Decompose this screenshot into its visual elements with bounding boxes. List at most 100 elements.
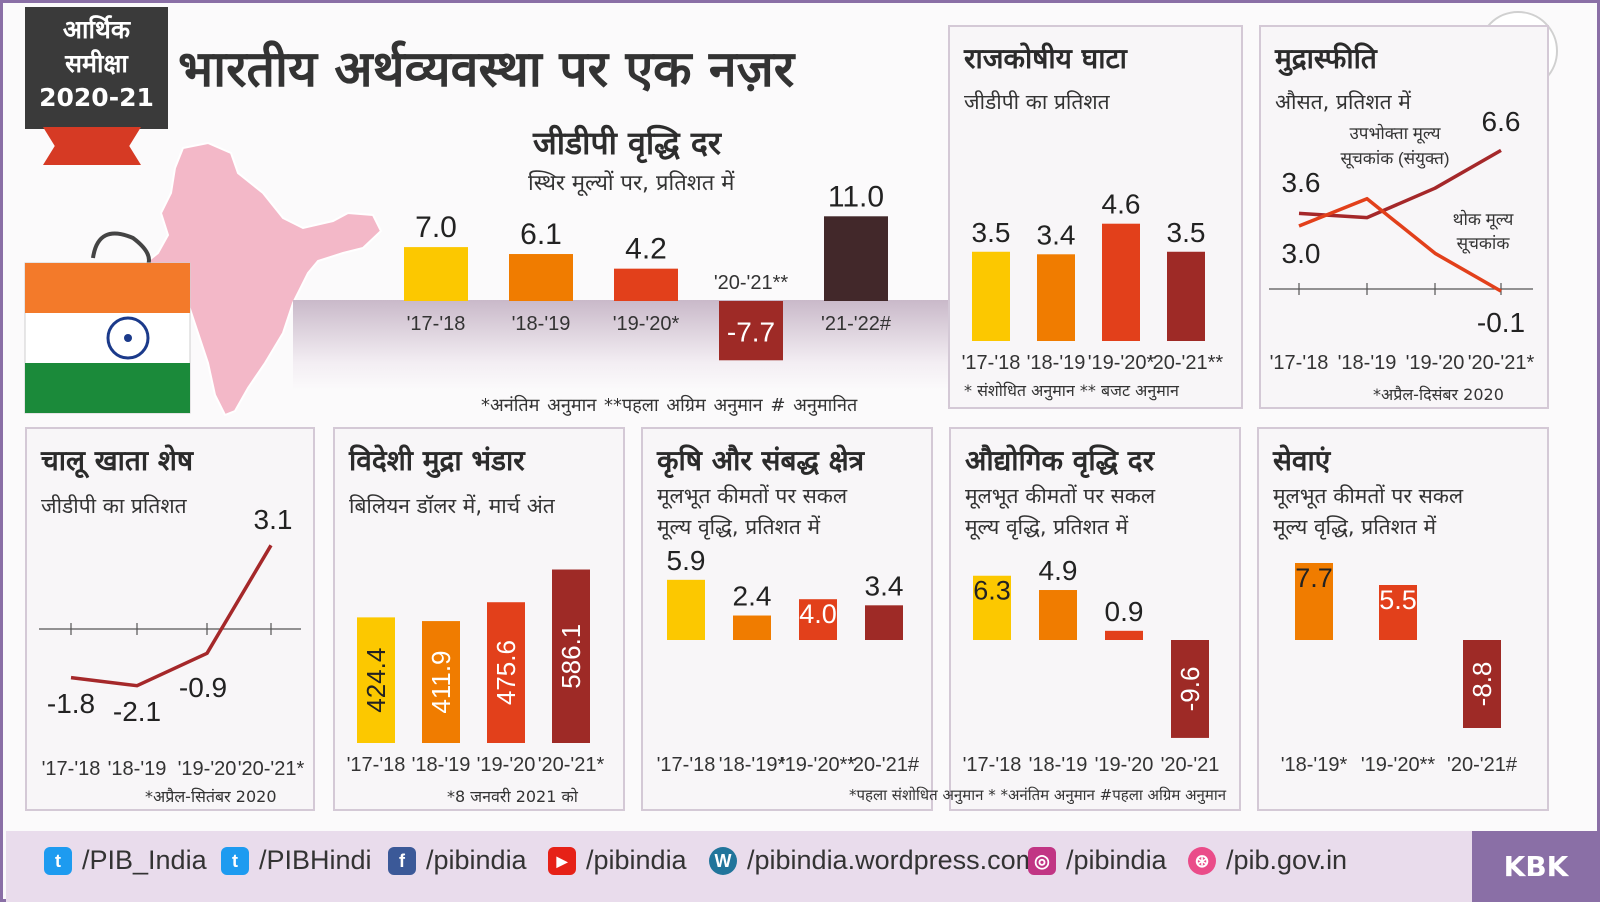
category-label-services: '20-'21# (1447, 754, 1518, 776)
data-label-fiscal: 3.4 (1037, 219, 1076, 250)
inflation-note: *अप्रैल-दिसंबर 2020 (1373, 385, 1504, 404)
social-handle: /pibindia (1066, 845, 1167, 875)
badge-line3: 2020-21 (39, 83, 154, 112)
social-link-instagram[interactable]: ◎ /pibindia (1028, 845, 1167, 876)
social-handle: /pib.gov.in (1226, 845, 1348, 875)
fiscal-subtitle: जीडीपी का प्रतिशत (964, 90, 1110, 114)
cab-note: *अप्रैल-सितंबर 2020 (145, 787, 277, 806)
inflation-title: मुद्रास्फीति (1275, 42, 1377, 75)
bar-agri (667, 579, 705, 640)
main-title: भारतीय अर्थव्यवस्था पर एक नज़र (178, 40, 795, 98)
forex-title: विदेशी मुद्रा भंडार (349, 444, 525, 477)
industry-chart: 6.3 '17-'18 4.9 '18-'19 0.9 '19-'20 -9.6 '20-'2… (963, 555, 1220, 776)
social-handle: /pibindia (426, 845, 527, 875)
category-label-inflation: '19-'20 (1406, 352, 1465, 374)
shopping-bag-icon (24, 231, 191, 414)
industry-panel: औद्योगिक वृद्धि दर मूलभूत कीमतों पर सकल … (949, 427, 1241, 811)
bar-forex (422, 621, 460, 743)
bar-fiscal (1167, 251, 1205, 341)
data-label-agri: 2.4 (733, 581, 772, 612)
category-label-forex: '18-'19 (412, 754, 471, 776)
social-link-youtube[interactable]: ▶ /pibindia (548, 845, 687, 876)
data-label-forex: 586.1 (556, 624, 586, 689)
forex-subtitle: बिलियन डॉलर में, मार्च अंत (349, 494, 555, 518)
data-label-fiscal: 4.6 (1102, 189, 1141, 220)
bar-forex (357, 617, 395, 743)
bar-agri (865, 605, 903, 640)
social-link-website[interactable]: ⊛ /pib.gov.in (1188, 845, 1347, 876)
forex-panel: विदेशी मुद्रा भंडार बिलियन डॉलर में, मार… (333, 427, 625, 811)
social-handle: /pibindia.wordpress.com (747, 845, 1039, 875)
social-link-pib-india[interactable]: t /PIB_India (44, 845, 207, 876)
bar-gdp (719, 301, 783, 361)
agri-title: कृषि और संबद्ध क्षेत्र (657, 444, 865, 477)
category-label-agri: '17-'18 (657, 754, 716, 776)
data-label-industry: 0.9 (1105, 596, 1144, 627)
agri-chart: 5.9 '17-'18 2.4 '18-'19* 4.0 '19-'20** 3.4 '20-… (657, 545, 920, 776)
inflation-panel: मुद्रास्फीति औसत, प्रतिशत में '17-'18 '18… (1259, 25, 1549, 409)
data-label-inflation: 6.6 (1482, 106, 1521, 137)
category-label-forex: '19-'20 (477, 754, 536, 776)
series-label-wpi: सूचकांक (1457, 234, 1511, 254)
survey-badge: आर्थिक समीक्षा 2020-21 (25, 7, 168, 129)
data-label-inflation: 3.0 (1282, 238, 1321, 269)
chakra-icon (106, 316, 150, 360)
data-label-industry: 4.9 (1039, 555, 1078, 586)
data-label-services: 5.5 (1379, 585, 1417, 615)
bar-services (1463, 640, 1501, 728)
data-label-inflation: 3.6 (1282, 167, 1321, 198)
category-label-cab: '18-'19 (108, 758, 167, 780)
category-label-fiscal: '17-'18 (962, 352, 1021, 374)
bar-services (1379, 585, 1417, 640)
forex-chart: 424.4 '17-'18 411.9 '18-'19 475.6 '19-'20 586.… (347, 569, 605, 776)
fiscal-note: * संशोधित अनुमान ** बजट अनुमान (964, 381, 1179, 400)
bar-industry (973, 575, 1011, 640)
category-label-fiscal: '20-'21** (1149, 352, 1224, 374)
bar-industry (1105, 630, 1143, 640)
category-label-fiscal: '19-'20* (1088, 352, 1155, 374)
bar-fiscal (1037, 254, 1075, 341)
gdp-title: जीडीपी वृद्धि दर (533, 124, 721, 162)
facebook-icon: f (388, 846, 416, 875)
industry-title: औद्योगिक वृद्धि दर (965, 444, 1155, 477)
social-link-pib-hindi[interactable]: t /PIBHindi (221, 845, 372, 876)
agriculture-panel: कृषि और संबद्ध क्षेत्र मूलभूत कीमतों पर … (641, 427, 933, 811)
bar-services (1295, 563, 1333, 640)
wordpress-icon: W (709, 846, 737, 875)
data-label-fiscal: 3.5 (1167, 217, 1206, 248)
category-label-services: '18-'19* (1281, 754, 1348, 776)
social-link-facebook[interactable]: f /pibindia (388, 845, 527, 876)
category-label-gdp: '21-'22# (821, 313, 892, 335)
social-handle: /pibindia (586, 845, 687, 875)
category-label-forex: '17-'18 (347, 754, 406, 776)
category-label-services: '19-'20** (1361, 754, 1436, 776)
industry-subtitle-1: मूलभूत कीमतों पर सकल (965, 484, 1156, 508)
category-label-industry: '20-'21 (1161, 754, 1220, 776)
series-label-cpi: सूचकांक (संयुक्त) (1340, 149, 1449, 169)
data-label-inflation: -0.1 (1477, 307, 1525, 338)
gdp-baseline-shade (293, 300, 973, 390)
bar-gdp (614, 268, 678, 301)
cab-title: चालू खाता शेष (41, 444, 194, 477)
category-label-fiscal: '18-'19 (1027, 352, 1086, 374)
data-label-cab: -0.9 (179, 672, 227, 703)
social-handle: /PIBHindi (259, 845, 372, 875)
category-label-industry: '17-'18 (963, 754, 1022, 776)
bottom-note: *पहला संशोधित अनुमान * *अनंतिम अनुमान #प… (849, 786, 1227, 804)
data-label-agri: 5.9 (667, 545, 706, 576)
gdp-chart: 7.0 '17-'18 6.1 '18-'19 4.2 '19-'20* -7.7 '20-'… (404, 180, 892, 361)
twitter-icon: t (221, 846, 249, 875)
services-panel: सेवाएं मूलभूत कीमतों पर सकल मूल्य वृद्धि… (1257, 427, 1549, 811)
series-label-wpi: थोक मूल्य (1453, 209, 1515, 230)
services-subtitle-2: मूल्य वृद्धि, प्रतिशत में (1273, 515, 1437, 539)
data-label-cab: -1.8 (47, 688, 95, 719)
gdp-subtitle: स्थिर मूल्यों पर, प्रतिशत में (528, 171, 735, 196)
social-handle: /PIB_India (82, 845, 207, 875)
category-label-agri: '18-'19* (719, 754, 786, 776)
category-label-inflation: '17-'18 (1270, 352, 1329, 374)
india-map-illustration (24, 141, 383, 417)
social-link-wordpress[interactable]: W /pibindia.wordpress.com (709, 845, 1038, 876)
category-label-inflation: '18-'19 (1338, 352, 1397, 374)
instagram-icon: ◎ (1028, 846, 1056, 875)
